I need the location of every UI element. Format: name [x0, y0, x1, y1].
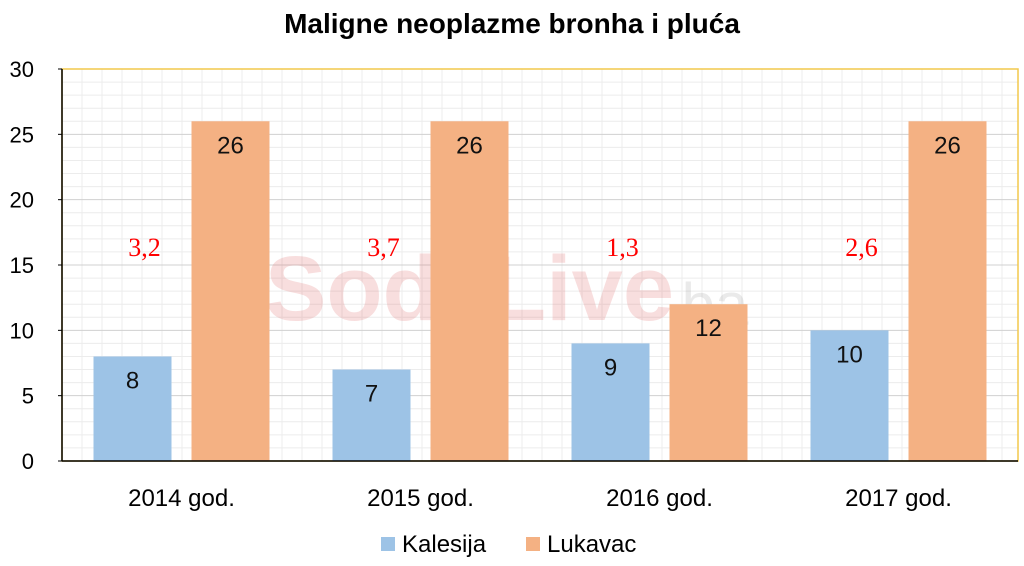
axes: 0 5 10 15 20 25 30: [10, 57, 1018, 474]
data-label: 8: [126, 367, 139, 394]
annotation-label: 3,2: [128, 233, 161, 262]
chart-title: Maligne neoplazme bronha i pluća: [284, 8, 740, 39]
annotation-label: 2,6: [845, 233, 878, 262]
bar-kalesija: [93, 356, 172, 461]
y-tick-label: 30: [10, 57, 34, 82]
bar-lukavac: [430, 121, 509, 462]
data-label: 26: [456, 132, 483, 159]
y-tick-label: 25: [10, 122, 34, 147]
bar-lukavac: [669, 304, 748, 461]
legend-label-kalesija: Kalesija: [402, 531, 487, 558]
bar-kalesija: [332, 369, 411, 461]
x-tick-label: 2017 god.: [845, 485, 952, 512]
annotation-label: 3,7: [367, 233, 400, 262]
bar-kalesija: [571, 343, 650, 461]
data-label: 26: [934, 132, 961, 159]
legend-swatch-kalesija: [381, 537, 395, 551]
legend-swatch-lukavac: [526, 537, 540, 551]
annotation-label: 1,3: [606, 233, 639, 262]
y-tick-label: 0: [22, 449, 34, 474]
labels: 8 26 2014 god. 3,2 7 26 2015 god. 3,7 9 12 2016 go…: [126, 132, 961, 512]
y-tick-label: 20: [10, 188, 34, 213]
data-label: 10: [836, 341, 863, 368]
x-tick-label: 2015 god.: [367, 485, 474, 512]
bar-kalesija: [810, 330, 889, 461]
bar-lukavac: [908, 121, 987, 462]
bar-lukavac: [191, 121, 270, 462]
x-tick-label: 2014 god.: [128, 485, 235, 512]
legend-label-lukavac: Lukavac: [547, 531, 636, 558]
y-tick-label: 15: [10, 253, 34, 278]
y-tick-label: 5: [22, 384, 34, 409]
data-label: 9: [604, 354, 617, 381]
data-label: 26: [217, 132, 244, 159]
data-label: 7: [365, 381, 378, 408]
legend: Kalesija Lukavac: [381, 531, 636, 558]
y-tick-label: 10: [10, 318, 34, 343]
x-tick-label: 2016 god.: [606, 485, 713, 512]
data-label: 12: [695, 315, 722, 342]
bars: [93, 121, 987, 462]
